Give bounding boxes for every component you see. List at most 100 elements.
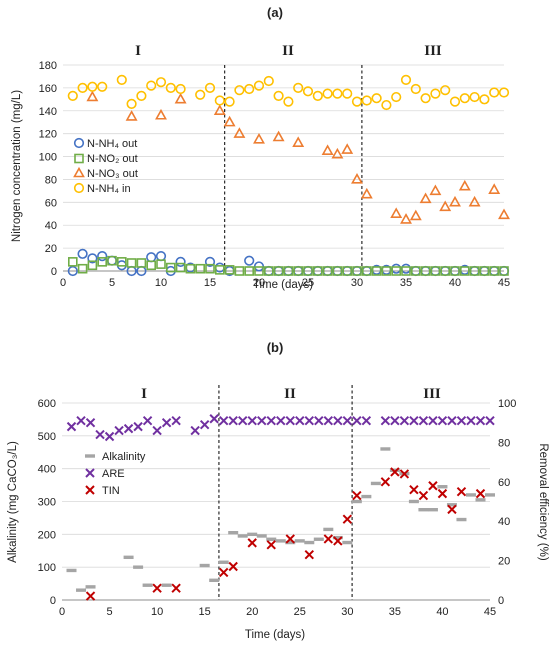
panel-a-x-axis-label: Time (days)	[253, 279, 313, 291]
panel-b-series-tin	[85, 467, 486, 601]
panel-b-point-are	[85, 417, 96, 428]
panel-a-point-n-no-out	[224, 265, 235, 275]
panel-b-point-are	[142, 416, 153, 426]
panel-b-point-tin	[152, 583, 162, 593]
legend-marker-are	[85, 468, 95, 478]
legend-label-tin: TIN	[102, 485, 120, 497]
panel-b-y-tick-label: 100	[38, 562, 56, 574]
panel-a-x-tick-label: 0	[60, 277, 66, 289]
panel-b-point-are	[333, 416, 343, 426]
panel-a-point-n-no-out	[351, 173, 363, 184]
panel-b-point-tin	[218, 567, 229, 578]
panel-a-y-tick-label: 80	[45, 174, 57, 186]
panel-b-point-tin	[266, 540, 276, 550]
panel-b-y2-tick-label: 40	[498, 516, 510, 528]
panel-a-point-n-nh-out	[87, 253, 98, 264]
panel-b-phase-1-label: I	[141, 386, 147, 402]
panel-a-point-n-no-out	[293, 266, 304, 276]
panel-a-point-n-no-out	[273, 266, 284, 276]
panel-b-point-are	[409, 416, 419, 426]
panel-b-point-are	[323, 416, 334, 426]
panel-a-point-n-no-out	[86, 90, 99, 102]
panel-b-right-axis-label: Removal efficiency (%)	[537, 443, 549, 561]
panel-b-point-tin	[304, 549, 314, 560]
panel-a-point-n-nh-in	[302, 86, 314, 97]
panel-a-point-n-nh-in	[449, 96, 461, 107]
panel-b-x-axis-label: Time (days)	[245, 629, 305, 641]
panel-a-y-tick-label: 160	[39, 83, 57, 95]
panel-a-point-n-nh-out	[244, 255, 255, 266]
panel-a-point-n-nh-in	[244, 83, 255, 95]
legend-item-nh4-out: N-NH₄ out	[73, 137, 137, 150]
panel-b-x-tick-label: 20	[246, 606, 258, 618]
panel-b-point-tin	[247, 538, 257, 548]
panel-a-point-n-nh-in	[498, 87, 510, 98]
panel-a-point-n-no-out	[371, 266, 382, 276]
panel-a-point-n-nh-in	[361, 95, 372, 106]
panel-a-y-tick-label: 40	[45, 220, 57, 232]
panel-b-point-are	[133, 421, 143, 432]
panel-b-point-are	[123, 423, 134, 434]
panel-a-point-n-no-out	[125, 110, 138, 121]
panel-a-x-tick-label: 15	[204, 277, 216, 289]
panel-b-point-are	[266, 416, 276, 426]
panel-a-point-n-no-out	[440, 266, 451, 276]
panel-b-label: (b)	[267, 340, 284, 355]
panel-b-point-are	[475, 416, 486, 426]
panel-a-point-n-no-out	[450, 266, 460, 276]
panel-b-x-tick-label: 30	[341, 606, 353, 618]
legend-label-nh4-out: N-NH₄ out	[87, 138, 137, 150]
panel-a-point-n-nh-in	[430, 88, 441, 99]
panel-a-point-n-nh-in	[332, 88, 343, 99]
panel-a-point-n-nh-in	[214, 95, 225, 106]
panel-a-x-tick-label: 5	[109, 277, 115, 289]
panel-b-point-tin	[333, 536, 343, 546]
panel-a-x-tick-label: 35	[400, 277, 412, 289]
legend-marker-nh4-out	[73, 137, 85, 149]
panel-a-point-n-no-out	[205, 263, 215, 274]
panel-a-point-n-nh-in	[234, 85, 245, 96]
panel-a-point-n-no-out	[223, 115, 236, 127]
panel-a-series-n-no-out	[68, 255, 509, 276]
legend-item-are: ARE	[85, 468, 125, 480]
panel-a-phase-3-label: III	[424, 43, 442, 59]
legend-marker-nh4-in	[73, 182, 85, 194]
panel-a-point-n-no-out	[166, 262, 176, 273]
panel-a-point-n-nh-out	[204, 256, 216, 267]
panel-a-point-n-no-out	[429, 184, 442, 196]
panel-b-point-are	[437, 416, 448, 426]
panel-b-series-are	[66, 414, 495, 442]
panel-a-x-tick-label: 10	[155, 277, 167, 289]
panel-b-point-are	[95, 429, 105, 440]
panel-b-point-are	[428, 416, 438, 426]
panel-b-point-are	[190, 425, 200, 436]
panel-b-point-tin	[380, 477, 391, 487]
panel-b-point-are	[218, 416, 229, 426]
panel-a-point-n-no-out	[321, 144, 334, 156]
panel-a-point-n-no-out	[360, 187, 373, 199]
panel-b-phase-3-label: III	[423, 386, 441, 402]
panel-a-x-tick-label: 45	[498, 277, 510, 289]
panel-b-x-tick-label: 15	[199, 606, 211, 618]
panel-b-point-are	[209, 414, 219, 424]
panel-b-point-tin	[418, 490, 429, 501]
panel-a-point-n-no-out	[419, 192, 432, 204]
panel-a-point-n-no-out	[489, 266, 500, 276]
panel-a-point-n-no-out	[331, 147, 344, 159]
panel-b-x-tick-label: 5	[106, 606, 112, 618]
panel-a-point-n-no-out	[234, 266, 245, 276]
panel-a-point-n-nh-in	[273, 90, 284, 101]
panel-a-legend: N-NH₄ out N-NO₂ out N-NO₃ out N-NH₄ in	[73, 137, 138, 195]
panel-a-series-n-nh-in	[67, 74, 510, 111]
panel-a-point-n-no-out	[292, 136, 305, 148]
panel-b-point-are	[456, 416, 467, 426]
panel-a-point-n-no-out	[233, 127, 246, 138]
panel-b-series-alkalinity	[66, 447, 495, 592]
panel-a-point-n-no-out	[459, 266, 470, 276]
panel-b-point-are	[418, 416, 429, 426]
legend-marker-no2-out	[74, 153, 84, 164]
panel-a-point-n-no-out	[352, 266, 362, 276]
panel-a-point-n-no-out	[499, 266, 509, 276]
panel-a-point-n-nh-in	[136, 90, 147, 101]
